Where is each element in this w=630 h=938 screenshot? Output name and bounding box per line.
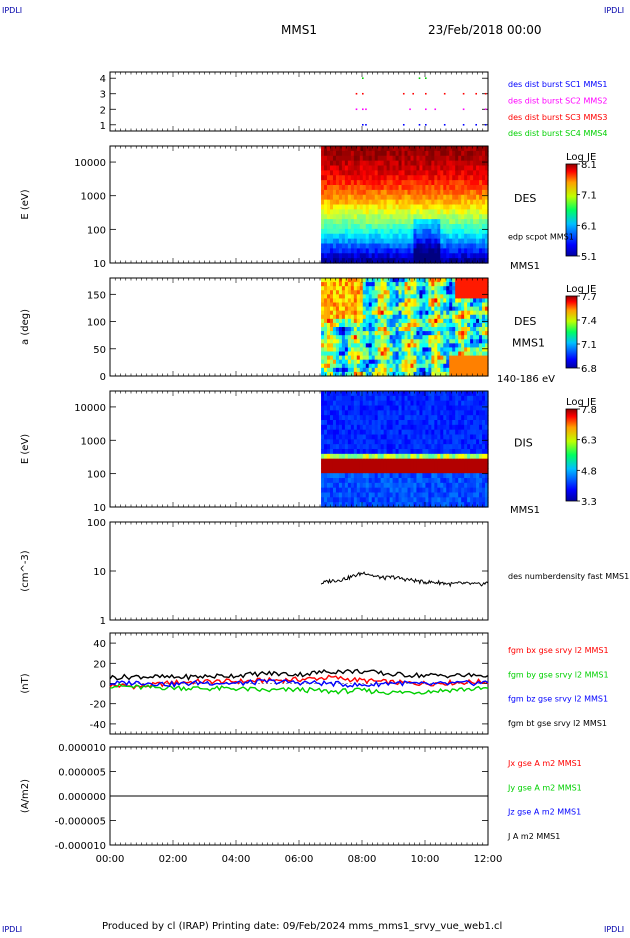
colorbar-tick-label: 3.3	[581, 497, 597, 508]
y-tick-label: 10000	[74, 403, 106, 414]
burst-point	[434, 108, 436, 110]
datetime-title: 23/Feb/2018 00:00	[428, 23, 542, 37]
des-pitch-ylabel: a (deg)	[20, 309, 31, 345]
colorbar-tick-label: 7.1	[581, 191, 597, 202]
dis-energy-instrument-label: DIS	[514, 437, 533, 450]
colorbar	[566, 296, 577, 368]
y-tick-label: 3	[100, 90, 106, 101]
dis-energy-ylabel: E (eV)	[20, 434, 31, 464]
burst-point	[362, 77, 364, 79]
burst-point	[485, 124, 487, 126]
colorbar-tick-label: 5.1	[581, 252, 597, 263]
colorbar-tick-label: 6.1	[581, 221, 597, 232]
y-tick-label: 10	[93, 503, 106, 514]
burst-point	[419, 124, 421, 126]
y-tick-label: 150	[87, 290, 106, 301]
des-pitch-instrument-label: DES	[514, 315, 536, 328]
density-series-1	[321, 572, 488, 586]
density-ylabel: (cm^-3)	[20, 550, 31, 591]
burst-point	[485, 108, 487, 110]
burst-point	[425, 124, 427, 126]
des-energy-overlay-label: edp scpot MMS1	[508, 233, 574, 242]
colorbar-tick-label: 8.1	[581, 160, 597, 171]
colorbar-tick-label: 6.3	[581, 436, 597, 447]
burst-point	[356, 108, 358, 110]
des-pitch-sc-label: MMS1	[512, 337, 545, 350]
corner-label-tl: IPDLI	[2, 6, 22, 15]
burst-point	[444, 124, 446, 126]
colorbar-tick-label: 7.7	[581, 292, 597, 303]
y-tick-label: 1000	[81, 192, 106, 203]
colorbar-tick-label: 7.8	[581, 405, 597, 416]
burst-point	[409, 108, 411, 110]
y-tick-label: 10000	[74, 158, 106, 169]
y-tick-label: 0	[100, 372, 106, 383]
dis-energy-bottom-label: MMS1	[510, 505, 540, 516]
y-tick-label: 1	[100, 121, 106, 132]
burst-point	[463, 108, 465, 110]
y-tick-label: 100	[87, 225, 106, 236]
burst-point	[475, 93, 477, 95]
burst-point	[403, 93, 405, 95]
burst-point	[463, 93, 465, 95]
y-tick-label: 100	[87, 470, 106, 481]
burst-point	[425, 108, 427, 110]
burst-point	[362, 93, 364, 95]
burst-point	[365, 108, 367, 110]
burst-legend-4: des dist burst SC4 MMS4	[508, 129, 607, 138]
y-tick-label: 50	[93, 345, 106, 356]
burst-point	[444, 93, 446, 95]
density-panel: 1 10 100 (cm^-3) des numberdensity fast MMS1	[20, 518, 629, 627]
burst-legend-3: des dist burst SC3 MMS3	[508, 113, 607, 122]
y-tick-label: 10	[93, 259, 106, 270]
burst-point	[362, 124, 364, 126]
y-tick-label: 2	[100, 105, 106, 116]
colorbar-tick-label: 7.4	[581, 316, 597, 327]
burst-point	[425, 93, 427, 95]
burst-point	[475, 124, 477, 126]
colorbar	[566, 409, 577, 501]
y-tick-label: 1	[100, 616, 106, 627]
burst-point	[485, 93, 487, 95]
density-frame	[110, 522, 488, 620]
y-tick-label: 100	[87, 518, 106, 529]
density-legend-1: des numberdensity fast MMS1	[508, 572, 629, 581]
y-tick-label: 100	[87, 318, 106, 329]
corner-label-tr: IPDLI	[604, 6, 624, 15]
colorbar	[566, 164, 577, 256]
burst-point	[419, 77, 421, 79]
burst-point	[412, 93, 414, 95]
burst-point	[425, 77, 427, 79]
colorbar-tick-label: 6.8	[581, 364, 597, 375]
y-tick-label: 1000	[81, 436, 106, 447]
burst-frame	[110, 72, 488, 131]
corner-label-br: IPDLI	[604, 925, 624, 934]
des-energy-instrument-label: DES	[514, 192, 536, 205]
burst-point	[463, 124, 465, 126]
des-pitch-bottom-label: 140-186 eV	[497, 374, 555, 385]
y-tick-label: 10	[93, 567, 106, 578]
colorbar-tick-label: 7.1	[581, 340, 597, 351]
y-tick-label: 4	[100, 74, 106, 85]
corner-label-bl: IPDLI	[2, 925, 22, 934]
burst-point	[356, 93, 358, 95]
burst-panel: 1 2 3 4 des dist burst SC1 MMS1 des dist burs…	[100, 72, 608, 138]
des-energy-ylabel: E (eV)	[20, 189, 31, 219]
burst-point	[362, 108, 364, 110]
des-energy-bottom-label: MMS1	[510, 261, 540, 272]
footer-credit: Produced by cl (IRAP) Printing date: 09/…	[102, 921, 502, 932]
burst-point	[365, 124, 367, 126]
burst-legend-2: des dist burst SC2 MMS2	[508, 96, 607, 105]
spacecraft-title: MMS1	[281, 23, 317, 37]
colorbar-tick-label: 4.8	[581, 466, 597, 477]
burst-legend-1: des dist burst SC1 MMS1	[508, 80, 607, 89]
burst-point	[403, 124, 405, 126]
